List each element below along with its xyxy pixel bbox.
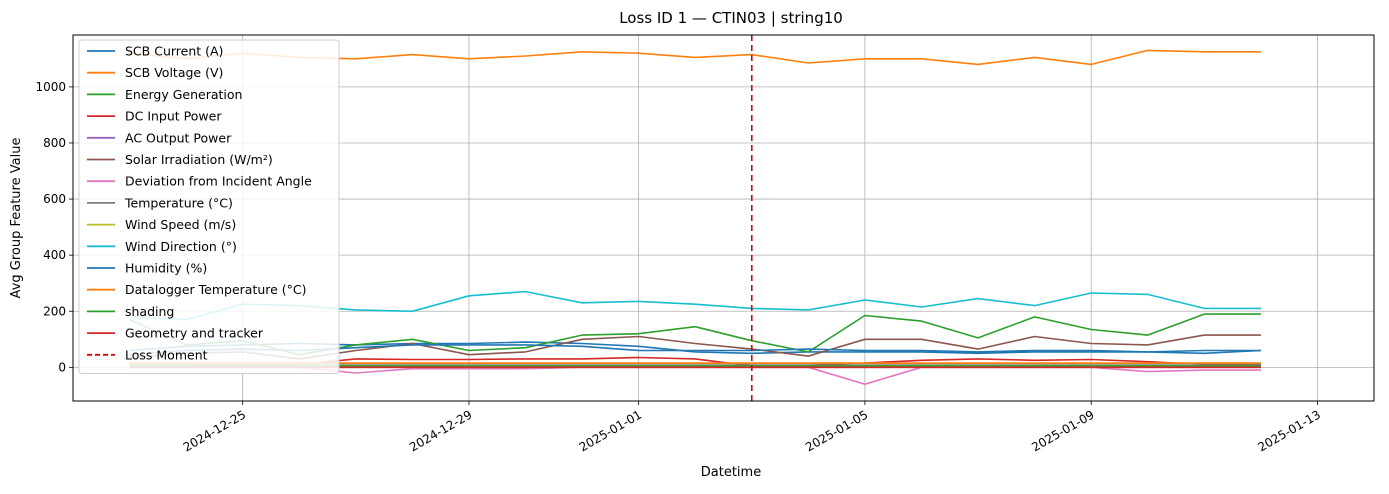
legend-label: Wind Speed (m/s) <box>125 217 236 232</box>
x-tick-label: 2025-01-01 <box>577 407 644 454</box>
legend-label: Energy Generation <box>125 87 242 102</box>
legend-label: Geometry and tracker <box>125 326 264 341</box>
x-tick-label: 2025-01-09 <box>1029 407 1096 454</box>
y-tick-label: 200 <box>43 304 66 318</box>
legend-label: Deviation from Incident Angle <box>125 174 312 189</box>
legend-label: DC Input Power <box>125 109 222 124</box>
x-tick-label: 2024-12-29 <box>407 407 474 454</box>
y-tick-label: 0 <box>58 360 66 374</box>
y-axis-ticks: 0 200 400 600 800 1000 <box>35 80 73 374</box>
legend-box <box>78 39 340 374</box>
legend-label: Solar Irradiation (W/m²) <box>125 152 273 167</box>
x-tick-label: 2025-01-13 <box>1256 407 1323 454</box>
x-tick-label: 2024-12-25 <box>181 407 248 454</box>
legend-label: SCB Voltage (V) <box>125 65 223 80</box>
plot-area-frame <box>72 34 1375 402</box>
y-axis-label: Avg Group Feature Value <box>9 138 24 299</box>
x-axis-ticks: 2024-12-25 2024-12-29 2025-01-01 2025-01-05… <box>181 401 1323 454</box>
legend: SCB Current (A) SCB Voltage (V) Energy Gen… <box>78 39 340 374</box>
legend-label: shading <box>125 304 174 319</box>
series-lines <box>129 49 1261 386</box>
y-tick-label: 800 <box>43 136 66 150</box>
legend-label: Temperature (°C) <box>124 195 233 210</box>
legend-label: Humidity (%) <box>125 261 207 276</box>
legend-label: SCB Current (A) <box>125 44 223 59</box>
chart-title: Loss ID 1 — CTIN03 | string10 <box>619 9 843 27</box>
y-tick-label: 400 <box>43 248 66 262</box>
legend-label: AC Output Power <box>125 130 232 145</box>
x-axis-label: Datetime <box>701 465 761 480</box>
legend-label: Datalogger Temperature (°C) <box>125 282 307 297</box>
legend-label: Wind Direction (°) <box>125 239 237 254</box>
legend-label: Loss Moment <box>125 347 208 362</box>
x-tick-label: 2025-01-05 <box>803 407 870 454</box>
y-tick-label: 1000 <box>35 80 66 94</box>
y-tick-label: 600 <box>43 192 66 206</box>
